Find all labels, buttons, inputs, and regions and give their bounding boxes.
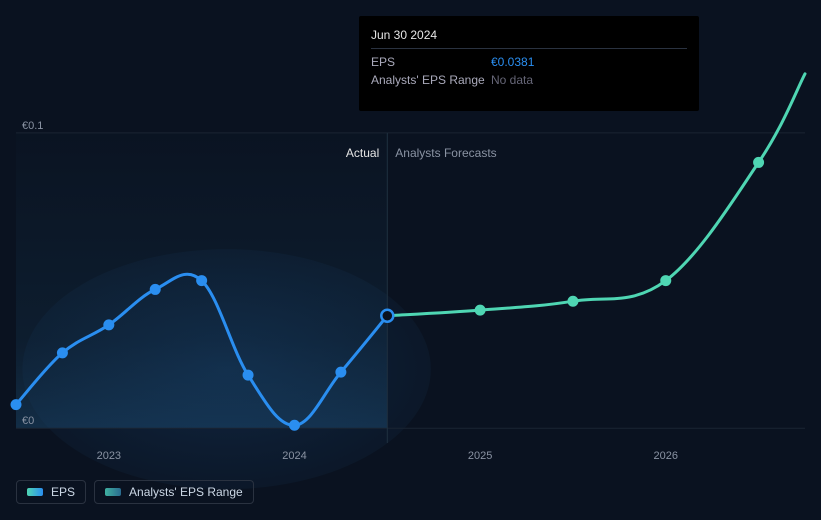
data-point[interactable] — [197, 276, 206, 285]
data-point[interactable] — [244, 371, 253, 380]
legend-eps[interactable]: EPS — [16, 480, 86, 504]
tooltip-row: EPS€0.0381 — [371, 53, 687, 71]
data-point[interactable] — [336, 368, 345, 377]
data-point[interactable] — [58, 348, 67, 357]
y-axis-label: €0.1 — [22, 120, 43, 132]
tooltip-row-label: EPS — [371, 53, 491, 71]
tooltip-row: Analysts' EPS RangeNo data — [371, 71, 687, 89]
legend-swatch — [105, 488, 121, 496]
chart-legend: EPS Analysts' EPS Range — [16, 480, 254, 504]
data-point[interactable] — [12, 400, 21, 409]
legend-label: Analysts' EPS Range — [129, 485, 243, 499]
tooltip-row-value: €0.0381 — [491, 53, 534, 71]
selected-point[interactable] — [381, 310, 393, 322]
chart-tooltip: Jun 30 2024 EPS€0.0381Analysts' EPS Rang… — [359, 16, 699, 111]
x-axis-label: 2026 — [654, 450, 678, 462]
legend-range[interactable]: Analysts' EPS Range — [94, 480, 254, 504]
data-point[interactable] — [568, 297, 577, 306]
tooltip-row-value: No data — [491, 71, 533, 89]
tooltip-date: Jun 30 2024 — [371, 26, 687, 44]
legend-swatch — [27, 488, 43, 496]
x-axis-label: 2023 — [97, 450, 121, 462]
glow — [22, 249, 430, 489]
legend-label: EPS — [51, 485, 75, 499]
data-point[interactable] — [290, 421, 299, 430]
x-axis-label: 2025 — [468, 450, 492, 462]
data-point[interactable] — [151, 285, 160, 294]
y-axis-label: €0 — [22, 415, 34, 427]
tooltip-row-label: Analysts' EPS Range — [371, 71, 491, 89]
data-point[interactable] — [661, 276, 670, 285]
data-point[interactable] — [754, 158, 763, 167]
data-point[interactable] — [476, 306, 485, 315]
section-label-actual: Actual — [346, 146, 379, 160]
x-axis-label: 2024 — [282, 450, 306, 462]
data-point[interactable] — [104, 320, 113, 329]
section-label-forecast: Analysts Forecasts — [395, 146, 496, 160]
